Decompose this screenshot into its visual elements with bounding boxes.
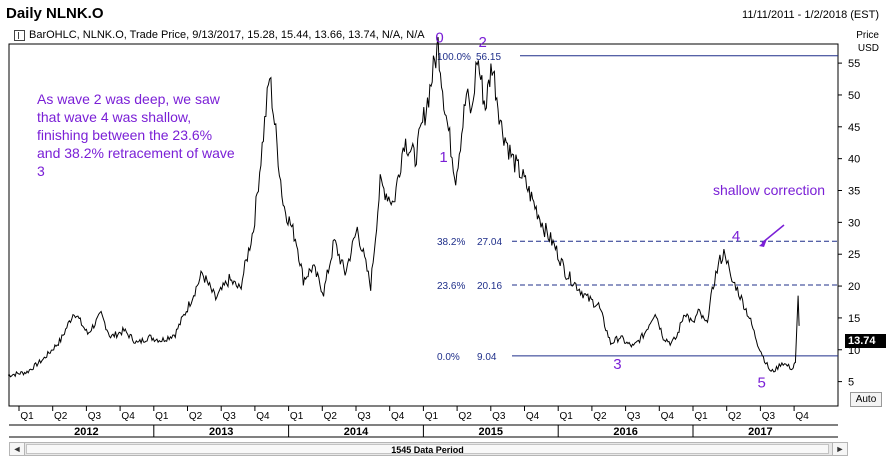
year-label: 2013	[209, 426, 233, 438]
x-tick-label: Q3	[627, 411, 641, 422]
x-tick-label: Q2	[54, 411, 68, 422]
y-tick-label: 20	[848, 281, 860, 293]
scroll-right-arrow-icon[interactable]: ►	[832, 443, 847, 455]
x-tick-label: Q4	[121, 411, 135, 422]
wave-labels: 0 1 2 3 4 5	[435, 30, 766, 392]
price-header-label: Price	[856, 30, 879, 41]
y-tick-label: 25	[848, 249, 860, 261]
last-price-tag: 13.74	[845, 334, 886, 348]
year-label: 2012	[74, 426, 98, 438]
fib-value-label: 9.04	[477, 352, 497, 363]
price-axis-header: Price USD	[856, 29, 879, 55]
y-tick-label: 30	[848, 217, 860, 229]
y-tick-label: 45	[848, 122, 860, 134]
x-tick-label: Q4	[661, 411, 675, 422]
x-tick-label: Q4	[795, 411, 809, 422]
x-tick-label: Q1	[20, 411, 34, 422]
date-range: 11/11/2011 - 1/2/2018 (EST)	[742, 9, 879, 21]
fib-percent-label: 100.0%	[437, 52, 471, 63]
x-tick-label: Q2	[458, 411, 472, 422]
x-tick-label: Q1	[425, 411, 439, 422]
chart-title: Daily NLNK.O	[6, 5, 104, 22]
x-tick-label: Q3	[357, 411, 371, 422]
x-tick-label: Q3	[88, 411, 102, 422]
x-tick-label: Q1	[694, 411, 708, 422]
data-period-label: 1545 Data Period	[391, 445, 464, 455]
scroll-thumb[interactable]: 1545 Data Period	[26, 444, 829, 455]
annotation-arrow	[759, 224, 785, 247]
year-label: 2014	[344, 426, 369, 438]
fibonacci-levels: 100.0% 56.15 38.2% 27.04 23.6% 20.16 0.0% 9.04	[437, 52, 838, 363]
fib-percent-label: 0.0%	[437, 352, 460, 363]
x-tick-label: Q2	[189, 411, 203, 422]
y-tick-label: 5	[848, 377, 854, 389]
year-label: 2016	[613, 426, 637, 438]
series-legend-text: BarOHLC, NLNK.O, Trade Price, 9/13/2017,…	[29, 29, 425, 41]
arrow-head	[759, 239, 767, 247]
x-tick-label: Q3	[223, 411, 237, 422]
wave-label: 2	[478, 34, 486, 51]
x-tick-label: Q3	[492, 411, 506, 422]
annotation-shallow: shallow correction	[713, 182, 826, 198]
x-tick-label: Q3	[762, 411, 776, 422]
time-axis: Q1 Q2 Q3 Q4 Q1 Q2 Q3 Q4 Q1 Q2 Q3 Q4 Q1 Q2 Q3 Q4 Q1 Q2 Q3 Q4…	[18, 406, 809, 438]
title-bar: Daily NLNK.O 11/11/2011 - 1/2/2018 (EST)	[0, 0, 887, 26]
price-series	[7, 37, 800, 378]
bar-ohlc-icon[interactable]	[14, 29, 25, 41]
price-line	[7, 37, 800, 378]
x-tick-label: Q2	[593, 411, 607, 422]
wave-label: 1	[439, 149, 447, 166]
x-tick-label: Q4	[256, 411, 270, 422]
x-tick-label: Q4	[526, 411, 540, 422]
year-label: 2017	[748, 426, 772, 438]
auto-scale-button[interactable]: Auto	[850, 392, 882, 407]
y-tick-label: 40	[848, 154, 860, 166]
x-tick-label: Q2	[728, 411, 742, 422]
x-tick-label: Q1	[155, 411, 169, 422]
wave-label: 0	[435, 30, 443, 47]
annotation-note: As wave 2 was deep, we saw that wave 4 w…	[37, 91, 235, 179]
fib-percent-label: 38.2%	[437, 237, 465, 248]
wave-label: 3	[613, 356, 621, 373]
time-scrollbar[interactable]: ◄ 1545 Data Period ►	[9, 442, 848, 456]
wave-label: 4	[732, 228, 740, 245]
y-tick-label: 15	[848, 313, 860, 325]
wave-label: 5	[757, 374, 765, 391]
currency-label: USD	[857, 43, 879, 54]
arrow-line	[761, 224, 785, 244]
series-legend: BarOHLC, NLNK.O, Trade Price, 9/13/2017,…	[14, 29, 425, 41]
fib-value-label: 20.16	[477, 281, 502, 292]
y-tick-label: 50	[848, 90, 860, 102]
x-tick-label: Q4	[391, 411, 405, 422]
x-tick-label: Q1	[290, 411, 304, 422]
y-tick-label: 35	[848, 186, 860, 198]
year-label: 2015	[479, 426, 503, 438]
scroll-left-arrow-icon[interactable]: ◄	[10, 443, 25, 455]
fib-value-label: 56.15	[476, 52, 501, 63]
x-tick-label: Q1	[560, 411, 574, 422]
x-tick-label: Q2	[324, 411, 338, 422]
fib-percent-label: 23.6%	[437, 281, 465, 292]
y-tick-label: 55	[848, 58, 860, 70]
fib-value-label: 27.04	[477, 237, 502, 248]
